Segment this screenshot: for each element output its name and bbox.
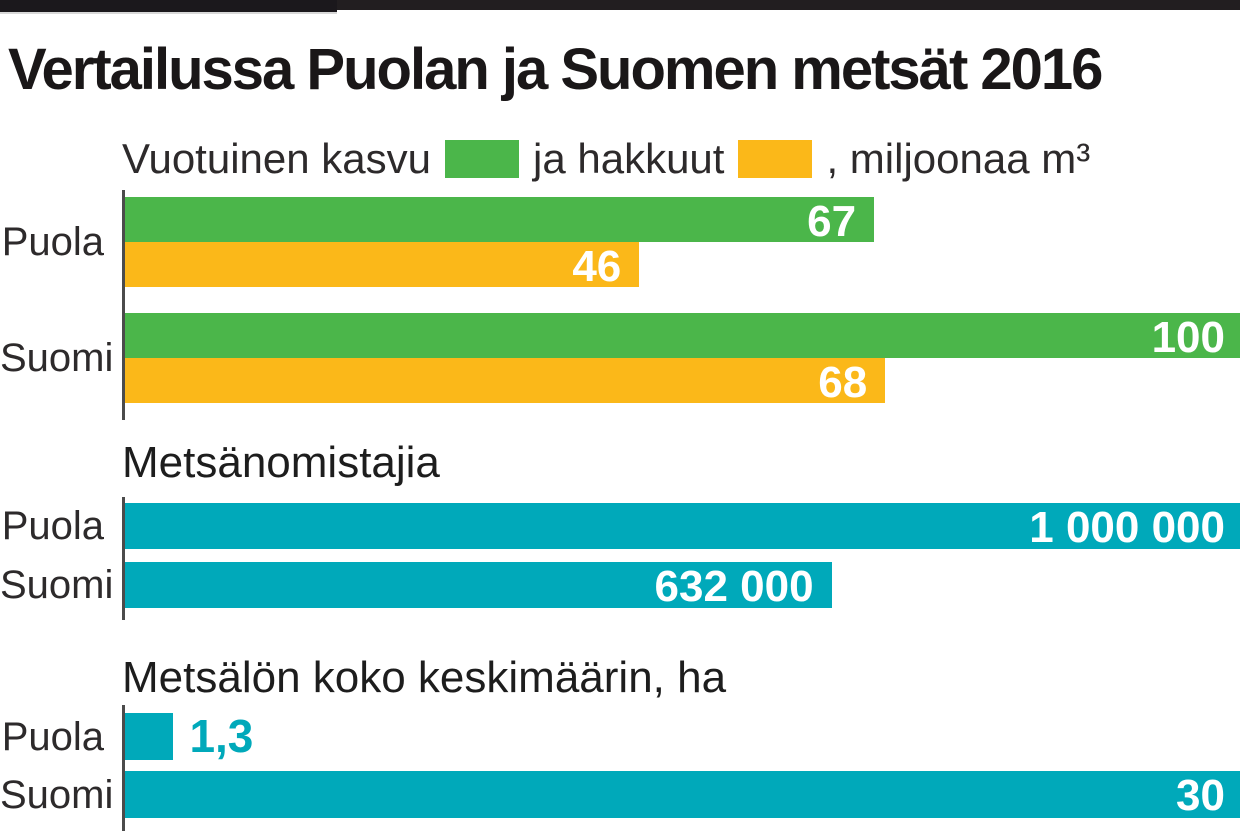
category-label-puola: Puola: [1, 220, 104, 264]
bar-value-label: 1 000 000: [1029, 503, 1225, 552]
bar-suomi-cut: 68: [125, 358, 886, 407]
category-label-suomi: Suomi: [0, 773, 114, 817]
legend-growth-swatch-icon: [445, 140, 519, 178]
legend-cut-swatch-icon: [738, 140, 813, 178]
bar-value-label: 67: [807, 197, 857, 246]
chart-title: Vertailussa Puolan ja Suomen metsät 2016: [8, 37, 1103, 102]
bar-puola-growth: 67: [125, 197, 875, 246]
plot-forest-owners: 1 000 000 632 000: [122, 497, 1240, 620]
top-rule-left: [0, 0, 337, 12]
bar-value-label: 30: [1176, 771, 1225, 820]
plot-holding-size: 1,3 30: [122, 705, 1240, 831]
section-header-forest-owners: Metsänomistajia: [122, 438, 440, 487]
bar-value-label: 68: [818, 358, 868, 407]
bar-value-label: 100: [1151, 313, 1225, 362]
legend-growth-label: Vuotuinen kasvu: [122, 135, 431, 182]
axis-line: [122, 190, 125, 420]
category-label-suomi: Suomi: [0, 336, 114, 380]
plot-growth-cut: 67 46 100 68: [122, 190, 1240, 420]
section-header-holding-size: Metsälön koko keskimäärin, ha: [122, 653, 727, 702]
bar-suomi-holding: 30: [125, 771, 1240, 820]
bar-value-label: 46: [572, 242, 622, 291]
legend-unit-label: , miljoonaa m³: [826, 135, 1091, 182]
bar-suomi-owners: 632 000: [125, 562, 832, 611]
bar-puola-owners: 1 000 000: [125, 503, 1240, 552]
bar-puola-holding: 1,3: [125, 710, 253, 762]
category-label-puola: Puola: [1, 504, 104, 548]
axis-line: [122, 705, 125, 831]
top-rule-underline: [0, 12, 337, 14]
bar-value-label: 632 000: [654, 562, 814, 611]
legend-cut-label: ja hakkuut: [533, 135, 725, 182]
category-label-puola: Puola: [1, 715, 104, 759]
top-rule-right: [337, 0, 1240, 10]
bar-suomi-growth: 100: [125, 313, 1240, 362]
category-label-suomi: Suomi: [0, 563, 114, 607]
chart-legend: Vuotuinen kasvu ja hakkuut , miljoonaa m…: [122, 130, 1090, 188]
axis-line: [122, 497, 125, 620]
bar-puola-cut: 46: [125, 242, 640, 291]
bar-value-label-outside: 1,3: [189, 710, 254, 762]
